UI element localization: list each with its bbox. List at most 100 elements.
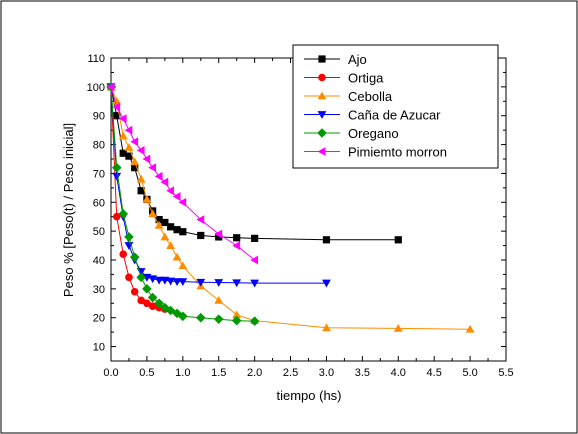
- legend-item-pimiemto-morron: Pimiemto morron: [304, 145, 447, 160]
- legend-label-ortiga: Ortiga: [348, 71, 384, 86]
- data-point-cebolla: [142, 195, 152, 203]
- data-point-pimiemto-morron: [178, 197, 187, 207]
- legend-item-ortiga: Ortiga: [304, 71, 384, 86]
- data-point-ajo: [322, 236, 331, 244]
- data-point-pimiemto-morron: [106, 82, 115, 92]
- data-point-cebolla: [124, 143, 134, 151]
- data-point-oregano: [129, 252, 140, 262]
- legend-marker-oregano: [317, 128, 327, 138]
- y-tick-label: 10: [93, 342, 105, 354]
- y-tick-label: 50: [93, 226, 105, 238]
- data-point-pimiemto-morron: [148, 163, 157, 173]
- data-point-cebolla: [136, 174, 146, 183]
- legend-item-oregano: Oregano: [304, 126, 399, 141]
- data-point-pimiemto-morron: [196, 215, 205, 224]
- legend-label-cana-de-azucar: Caña de Azucar: [348, 108, 441, 123]
- data-point-cebolla: [154, 220, 164, 229]
- data-point-pimiemto-morron: [124, 125, 133, 135]
- data-point-cebolla: [178, 261, 188, 270]
- data-point-cebolla: [465, 324, 475, 333]
- x-tick-label: 2.5: [283, 367, 298, 379]
- data-point-cana-de-azucar: [232, 279, 242, 288]
- legend-item-cana-de-azucar: Caña de Azucar: [304, 108, 441, 123]
- legend-label-ajo: Ajo: [348, 52, 367, 67]
- y-tick-label: 40: [93, 255, 105, 267]
- data-point-ajo: [179, 228, 187, 236]
- data-point-ajo: [215, 233, 223, 241]
- data-point-ajo: [167, 223, 175, 231]
- data-point-pimiemto-morron: [166, 186, 175, 196]
- data-point-cebolla: [166, 241, 176, 249]
- data-point-cana-de-azucar: [112, 172, 122, 181]
- y-tick-label: 110: [87, 53, 105, 65]
- data-point-oregano: [142, 284, 152, 294]
- data-point-pimiemto-morron: [160, 177, 169, 187]
- data-point-oregano: [111, 162, 122, 173]
- data-point-ortiga: [148, 302, 157, 310]
- data-point-oregano: [147, 292, 158, 303]
- legend-marker-pimiemto-morron: [317, 147, 326, 156]
- series-ajo: [107, 83, 402, 244]
- data-point-cana-de-azucar: [148, 275, 158, 284]
- data-point-ajo: [233, 234, 241, 242]
- data-point-oregano: [195, 312, 206, 323]
- data-point-cana-de-azucar: [250, 279, 260, 288]
- data-point-cana-de-azucar: [166, 277, 176, 286]
- legend-label-oregano: Oregano: [348, 126, 399, 141]
- legend-marker-cebolla: [317, 91, 327, 100]
- data-point-ortiga: [119, 250, 128, 259]
- data-point-oregano: [136, 272, 146, 283]
- data-point-oregano: [154, 298, 164, 309]
- x-tick-label: 0.0: [103, 367, 118, 379]
- data-point-ajo: [161, 218, 169, 227]
- legend: Ajo Ortiga Cebolla Caña de Azucar Oregano Pim…: [292, 44, 499, 169]
- x-axis-ticks: 0.0 0.5 1.0 1.5 2.0 2.5 3.0 3.5 4.0 4.5 5.0 5.5: [103, 58, 514, 379]
- data-point-ortiga: [125, 273, 133, 282]
- data-point-ajo: [137, 187, 145, 195]
- data-point-oregano: [213, 314, 224, 324]
- x-tick-label: 4.0: [391, 367, 406, 379]
- data-point-pimiemto-morron: [250, 255, 259, 265]
- data-point-ajo: [173, 226, 181, 234]
- y-tick-label: 60: [93, 197, 105, 209]
- data-point-oregano: [118, 209, 129, 219]
- x-tick-label: 5.5: [498, 367, 513, 379]
- data-point-oregano: [160, 302, 170, 313]
- data-point-pimiemto-morron: [172, 192, 181, 201]
- data-point-cebolla: [322, 323, 331, 332]
- legend-item-ajo: Ajo: [304, 52, 367, 67]
- data-point-pimiemto-morron: [130, 137, 139, 147]
- y-axis-label: Peso % [Peso(t) / Peso inicial]: [61, 123, 76, 297]
- legend-marker-cana-de-azucar: [317, 111, 327, 119]
- legend-marker-ortiga: [318, 73, 326, 82]
- data-point-pimiemto-morron: [142, 154, 151, 164]
- x-tick-label: 1.0: [175, 367, 190, 379]
- data-point-ajo: [251, 234, 259, 242]
- data-point-pimiemto-morron: [232, 241, 241, 250]
- data-point-cebolla: [118, 131, 128, 140]
- data-point-oregano: [178, 311, 188, 322]
- data-point-pimiemto-morron: [118, 114, 127, 123]
- data-point-cana-de-azucar: [322, 279, 331, 288]
- data-point-ortiga: [143, 299, 151, 308]
- data-point-cana-de-azucar: [154, 276, 164, 285]
- data-point-ajo: [155, 216, 163, 224]
- data-point-cebolla: [130, 157, 140, 166]
- series-layer: [106, 82, 475, 333]
- data-point-ajo: [197, 231, 205, 240]
- y-tick-label: 80: [93, 140, 105, 152]
- data-point-cana-de-azucar: [178, 278, 188, 287]
- x-tick-label: 3.5: [355, 367, 370, 379]
- y-tick-label: 30: [93, 284, 105, 296]
- data-point-ortiga: [112, 212, 121, 221]
- data-point-cebolla: [160, 232, 170, 241]
- y-tick-label: 20: [93, 313, 105, 325]
- x-tick-label: 1.5: [211, 367, 226, 379]
- data-point-cebolla: [148, 209, 158, 218]
- data-point-ajo: [119, 149, 127, 157]
- data-point-cebolla: [112, 96, 122, 105]
- data-point-ajo: [394, 236, 402, 244]
- data-point-ortiga: [130, 287, 139, 296]
